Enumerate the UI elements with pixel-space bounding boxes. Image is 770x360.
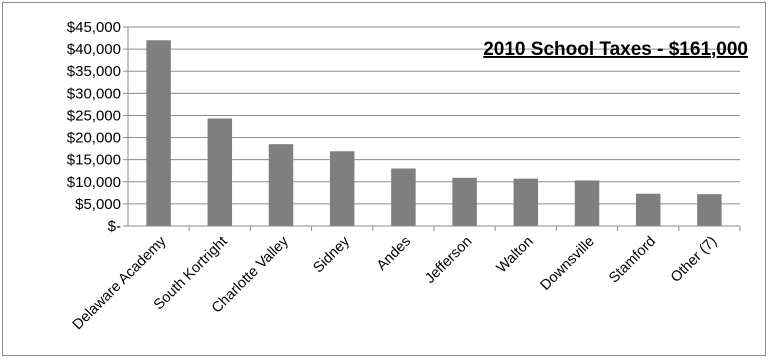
y-tick-label: $40,000 xyxy=(67,41,121,58)
y-tick-label: $20,000 xyxy=(67,130,121,147)
y-tick-label: $15,000 xyxy=(67,152,121,169)
y-tick-label: $5,000 xyxy=(75,196,121,213)
y-tick-label: $25,000 xyxy=(67,107,121,124)
bar xyxy=(697,194,722,226)
y-tick-label: $- xyxy=(108,218,121,235)
x-category-label: Jefferson xyxy=(422,234,475,287)
bar xyxy=(329,151,355,226)
x-category-label: Other (7) xyxy=(668,234,720,286)
axes xyxy=(123,26,741,231)
x-category-label: Walton xyxy=(494,234,537,277)
x-category-label: Stamford xyxy=(606,234,659,287)
bar xyxy=(452,177,477,226)
chart-frame xyxy=(2,2,766,356)
bar xyxy=(391,168,416,226)
chart-title: 2010 School Taxes - $161,000 xyxy=(483,39,748,60)
x-category-label: Sidney xyxy=(310,233,353,276)
y-tick-label: $30,000 xyxy=(67,85,121,102)
x-category-label: Downsville xyxy=(538,234,598,294)
y-tick-label: $10,000 xyxy=(67,174,121,191)
bar xyxy=(146,40,171,227)
x-category-label: Delaware Academy xyxy=(70,233,170,333)
y-tick-label: $35,000 xyxy=(67,63,121,80)
x-category-label: Andes xyxy=(374,234,414,274)
bar xyxy=(635,193,661,226)
y-tick-label: $45,000 xyxy=(67,19,121,36)
bar xyxy=(207,118,233,226)
bar xyxy=(268,144,294,226)
y-axis-tick-labels: $- $5,000 $10,000 $15,000 $20,000 $25,000 $30,… xyxy=(67,19,121,235)
bar xyxy=(574,180,600,226)
bars xyxy=(146,40,722,227)
bar xyxy=(513,178,539,226)
